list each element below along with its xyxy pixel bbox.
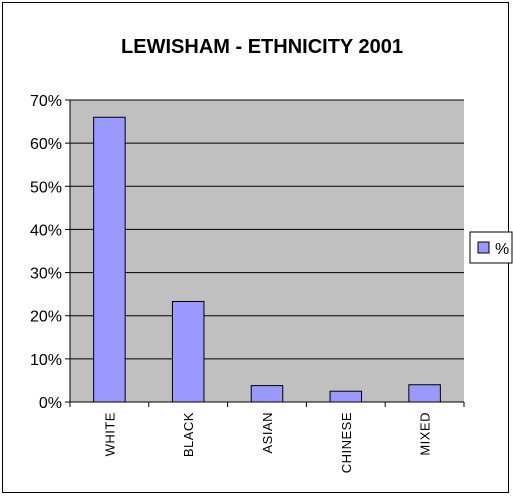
- bar-asian: [250, 385, 284, 403]
- legend-box: [469, 231, 513, 264]
- bar-chinese: [329, 390, 363, 403]
- axes: [69, 100, 464, 403]
- x-axis-ticks: WHITE BLACK ASIAN CHINESE MIXED: [69, 402, 465, 473]
- gridlines: [70, 99, 464, 360]
- y-tick-label: 60%: [30, 136, 62, 153]
- x-tick-label-chinese: CHINESE: [339, 412, 354, 473]
- y-axis-ticks: 0% 10% 20% 30% 40% 50% 60% 70%: [30, 93, 70, 412]
- chart-title: LEWISHAM - ETHNICITY 2001: [121, 36, 403, 58]
- y-tick-label: 70%: [30, 93, 62, 110]
- x-tick-label-black: BLACK: [181, 412, 196, 457]
- y-tick-label: 20%: [30, 309, 62, 326]
- y-tick-label: 40%: [30, 222, 62, 239]
- y-tick-label: 30%: [30, 266, 62, 283]
- bar-white: [93, 116, 126, 403]
- x-tick-label-asian: ASIAN: [260, 412, 275, 454]
- bar-black: [171, 300, 205, 403]
- legend-swatch: [477, 241, 490, 254]
- y-tick-label: 10%: [30, 352, 62, 369]
- legend: %: [469, 231, 513, 264]
- y-tick-label: 0%: [39, 395, 62, 412]
- x-tick-label-mixed: MIXED: [418, 412, 433, 456]
- bar-mixed: [408, 384, 441, 403]
- x-tick-label-white: WHITE: [102, 412, 117, 456]
- y-tick-label: 50%: [30, 179, 62, 196]
- plot-area: [70, 100, 464, 402]
- legend-label: %: [495, 241, 509, 258]
